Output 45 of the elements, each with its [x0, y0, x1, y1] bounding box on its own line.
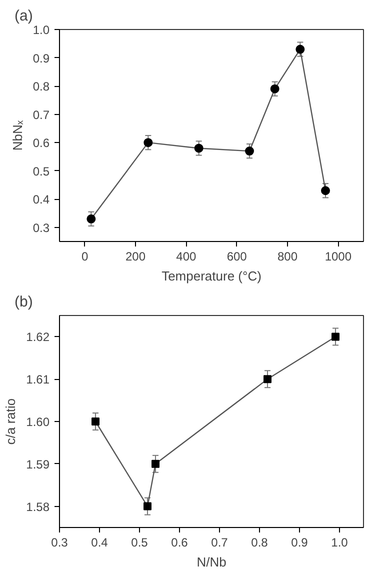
y-tick-label: 1.59: [26, 457, 50, 472]
x-tick-label: 0.5: [131, 536, 148, 550]
x-tick-label: 0.9: [291, 536, 308, 550]
point: [152, 460, 160, 468]
x-tick-label: 0.4: [91, 536, 108, 550]
x-tick-label: 0.8: [251, 536, 268, 550]
point: [194, 144, 204, 153]
y-tick-label: 0.5: [32, 164, 50, 178]
point: [144, 502, 152, 510]
x-tick-label: 200: [125, 250, 146, 264]
y-tick-label: 1.58: [26, 500, 50, 514]
x-tick-label: 800: [277, 250, 298, 264]
point: [332, 332, 340, 341]
x-tick-label: 0.7: [211, 536, 228, 550]
x-tick-label: 0.6: [171, 536, 188, 550]
y-tick-label: 1.61: [26, 372, 50, 387]
y-tick-label: 1.62: [26, 330, 50, 344]
y-tick-label: 1.0: [32, 23, 50, 37]
y-tick-label: 1.60: [26, 415, 50, 429]
y-tick-label: 0.6: [32, 136, 50, 150]
point: [86, 214, 96, 224]
y-tick-label: 0.7: [32, 108, 50, 122]
point: [92, 418, 100, 426]
x-tick-label: 1.0: [331, 536, 348, 550]
y-tick-label: 0.3: [32, 220, 50, 235]
y-tick-label: 0.4: [32, 192, 50, 207]
chart-title: (a): [14, 8, 33, 24]
y-tick-label: 0.9: [32, 51, 50, 66]
y-tick-label: 0.8: [32, 80, 50, 94]
x-tick-label: 0: [81, 250, 88, 264]
x-tick-label: 400: [176, 250, 197, 264]
y-axis-title: c/a ratio: [3, 398, 18, 445]
x-axis-title: N/Nb: [196, 554, 226, 570]
chart-title: (b): [14, 294, 33, 310]
x-axis-title: Temperature (°C): [162, 268, 262, 284]
point: [264, 375, 272, 384]
point: [321, 186, 330, 196]
point: [144, 138, 153, 148]
point: [296, 44, 305, 54]
x-tick-label: 1000: [324, 250, 352, 264]
x-tick-label: 600: [226, 250, 248, 264]
point: [270, 84, 280, 94]
y-axis-title: NbNₓ: [10, 120, 25, 151]
x-tick-label: 0.3: [51, 536, 68, 550]
point: [245, 146, 254, 156]
